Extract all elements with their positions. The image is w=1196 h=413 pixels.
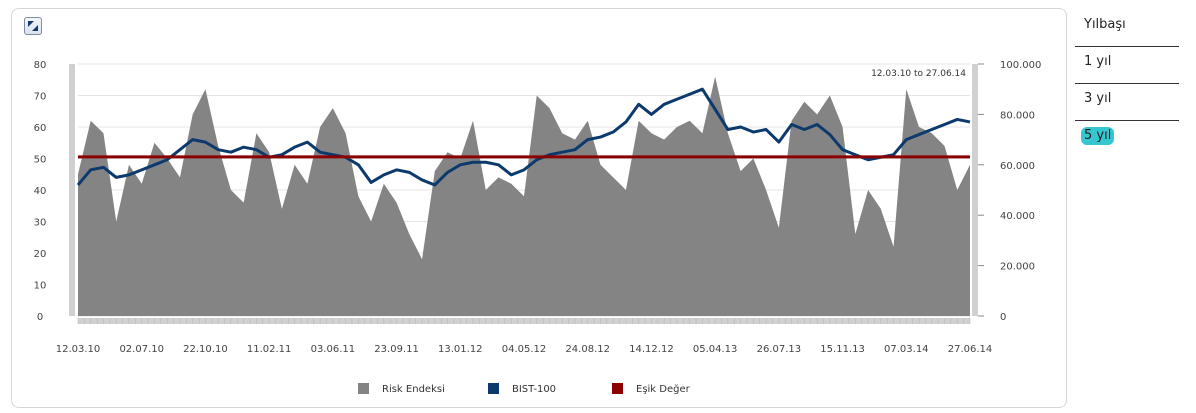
left-tick-label: 70 [34, 92, 47, 103]
right-tick-label: 80.000 [1000, 110, 1035, 121]
legend: Risk Endeksi BIST-100 Eşik Değer [358, 383, 691, 395]
right-tick-label: 20.000 [1000, 262, 1035, 273]
legend-label: BIST-100 [512, 384, 556, 395]
legend-swatch [488, 383, 499, 394]
risk-endeksi-area [78, 76, 970, 316]
left-tick-label: 20 [34, 249, 47, 260]
right-tick-label: 0 [1000, 312, 1006, 323]
x-tick-label: 11.02.11 [247, 344, 292, 355]
period-label: 3 yıl [1084, 91, 1112, 106]
legend-swatch [358, 383, 369, 394]
range-label: 12.03.10 to 27.06.14 [871, 69, 966, 79]
lines-layer [76, 87, 971, 187]
left-tick-label: 0 [37, 312, 43, 323]
right-axis-bar [972, 64, 978, 316]
period-item-5y[interactable]: 5 yıl [1075, 121, 1179, 158]
x-tick-label: 14.12.12 [629, 344, 674, 355]
x-tick-label: 27.06.14 [948, 344, 993, 355]
expand-arrows-icon [28, 21, 38, 31]
period-label: 1 yıl [1084, 54, 1112, 69]
legend-swatch [612, 383, 623, 394]
x-tick-label: 24.08.12 [565, 344, 610, 355]
left-tick-label: 60 [34, 123, 47, 134]
period-item-ytd[interactable]: Yılbaşı [1075, 10, 1179, 47]
period-label: Yılbaşı [1084, 17, 1126, 32]
bist-100-line [76, 87, 971, 187]
left-tick-label: 10 [34, 281, 47, 292]
risk-area-layer [78, 76, 970, 316]
period-item-3y[interactable]: 3 yıl [1075, 84, 1179, 121]
period-label: 5 yıl [1081, 127, 1115, 145]
legend-label: Eşik Değer [636, 383, 691, 395]
left-tick-label: 30 [34, 218, 47, 229]
right-tick-label: 60.000 [1000, 161, 1035, 172]
x-tick-label: 05.04.13 [693, 344, 738, 355]
right-tick-label: 40.000 [1000, 211, 1035, 222]
axes: 0 10 20 30 40 50 60 70 80 0 20.000 40.000 60.000 80.0… [34, 60, 1042, 355]
x-tick-label: 07.03.14 [884, 344, 929, 355]
x-tick-label: 04.05.12 [502, 344, 547, 355]
x-tick-label: 22.10.10 [183, 344, 228, 355]
resize-button[interactable] [24, 17, 42, 35]
chart: 0 10 20 30 40 50 60 70 80 0 20.000 40.000 60.000 80.0… [34, 60, 1042, 395]
x-tick-label: 03.06.11 [311, 344, 356, 355]
left-axis-bar [69, 64, 75, 316]
right-tick-label: 100.000 [1000, 60, 1041, 71]
left-tick-label: 80 [34, 60, 47, 71]
left-tick-label: 40 [34, 186, 47, 197]
x-tick-label: 23.09.11 [374, 344, 419, 355]
left-tick-label: 50 [34, 155, 47, 166]
period-menu: Yılbaşı 1 yıl 3 yıl 5 yıl [1075, 10, 1179, 158]
x-tick-label: 13.01.12 [438, 344, 483, 355]
period-item-1y[interactable]: 1 yıl [1075, 47, 1179, 84]
x-tick-label: 15.11.13 [820, 344, 865, 355]
legend-label: Risk Endeksi [382, 384, 445, 395]
x-tick-label: 12.03.10 [56, 344, 101, 355]
x-tick-label: 02.07.10 [119, 344, 164, 355]
x-tick-label: 26.07.13 [757, 344, 802, 355]
